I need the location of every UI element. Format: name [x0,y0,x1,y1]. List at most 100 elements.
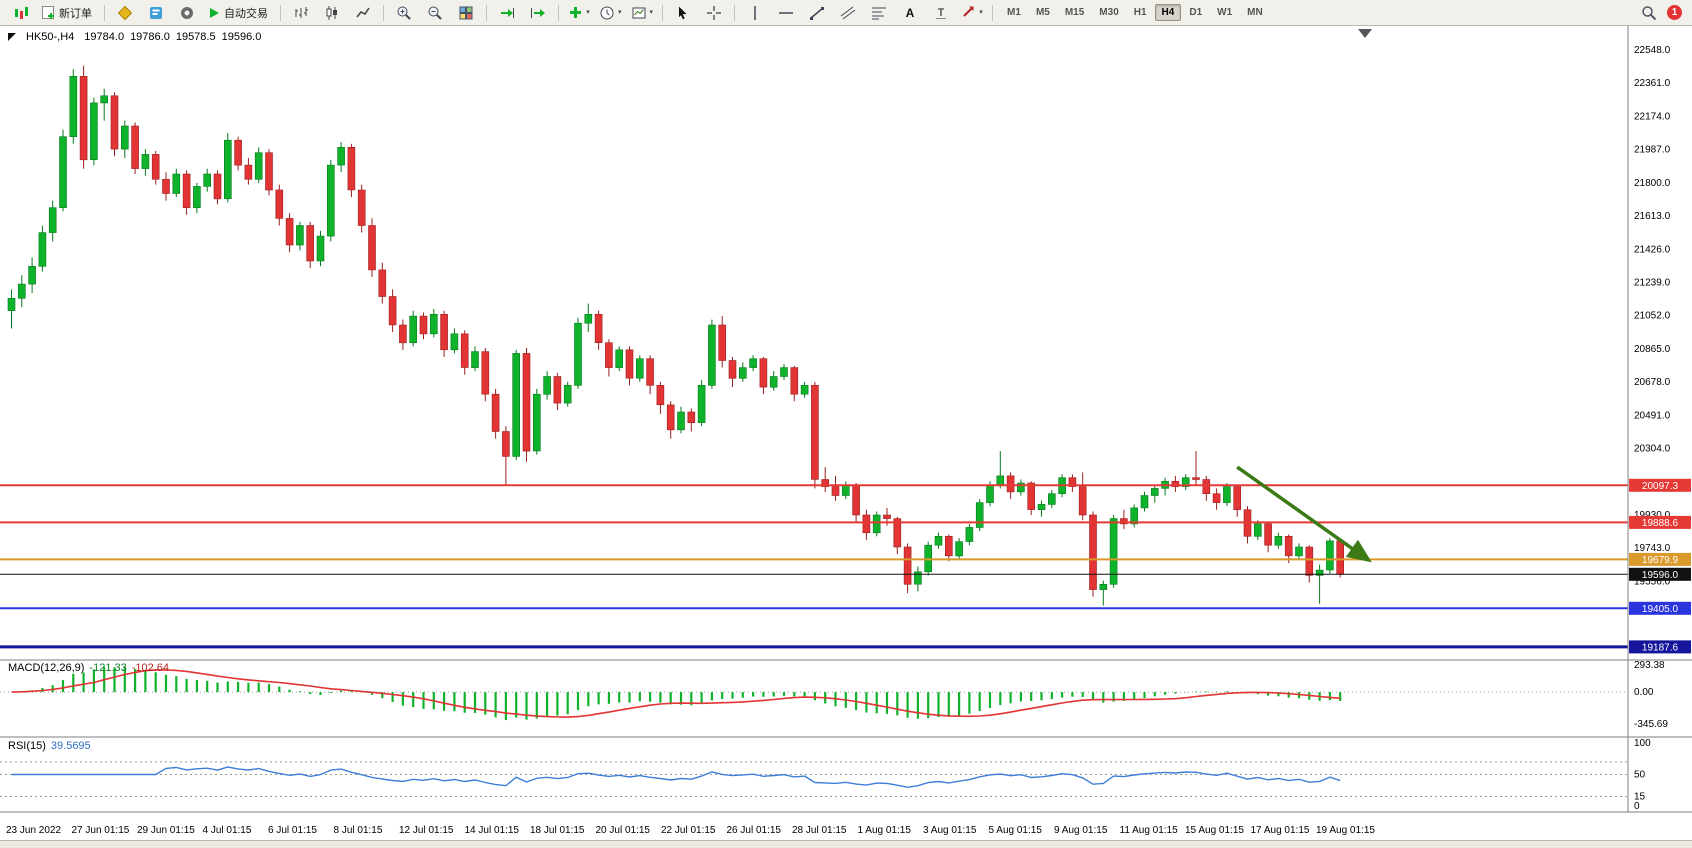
toolbar-separator [734,4,736,21]
new-order-button[interactable]: 新订单 [37,2,99,24]
toolbar-separator [280,4,281,21]
cursor-button[interactable] [668,2,698,24]
svg-text:19405.0: 19405.0 [1642,604,1679,615]
macd-panel: 293.38 0.00 -345.69 [0,660,1668,730]
chart-title: HK50-,H4 19784.0 19786.0 19578.5 19596.0 [8,31,267,43]
text-icon: A [906,6,915,20]
macd-label: MACD(12,26,9) -121.33 -102.64 [8,662,174,674]
trend-arrow [1236,465,1372,563]
metaeditor-button[interactable] [141,2,171,24]
svg-text:22548.0: 22548.0 [1634,45,1671,56]
auto-trading-button[interactable]: 自动交易 [203,2,275,24]
toolbar-separator [486,4,487,21]
timeframe-m15-button[interactable]: M15 [1064,7,1085,18]
line-chart-icon [356,7,370,17]
new-order-icon [42,6,54,19]
search-button[interactable] [1634,2,1664,24]
toolbar-separator [383,4,384,21]
svg-text:26 Jul 01:15: 26 Jul 01:15 [727,825,782,836]
market-button[interactable] [110,2,140,24]
ohlc-low: 19578.5 [175,31,216,43]
trendline-icon [810,6,825,20]
period-clock-button[interactable]: ▾ [595,2,626,24]
svg-text:19743.0: 19743.0 [1634,543,1671,554]
indicators-button[interactable]: ▾ [564,2,594,24]
svg-text:22174.0: 22174.0 [1634,111,1671,122]
horizontal-line-tool-button[interactable] [771,2,801,24]
chart-shift-button[interactable] [523,2,553,24]
svg-text:19930.0: 19930.0 [1634,510,1671,521]
svg-text:21239.0: 21239.0 [1634,278,1671,289]
macd-main-value: -121.33 [89,662,127,674]
timeframe-m5-button[interactable]: M5 [1035,7,1050,18]
svg-text:5 Aug 01:15: 5 Aug 01:15 [989,825,1043,836]
svg-text:19 Aug 01:15: 19 Aug 01:15 [1316,825,1375,836]
crosshair-button[interactable] [699,2,729,24]
svg-text:15 Aug 01:15: 15 Aug 01:15 [1185,825,1244,836]
search-icon [1642,5,1657,20]
candlestick-chart-button[interactable] [317,2,347,24]
chevron-down-icon: ▾ [979,9,983,16]
svg-text:11 Aug 01:15: 11 Aug 01:15 [1120,825,1179,836]
vertical-line-icon [754,5,756,20]
timeframe-h1-button[interactable]: H1 [1133,7,1147,18]
bar-chart-button[interactable] [286,2,316,24]
zoom-in-button[interactable] [389,2,419,24]
svg-text:18 Jul 01:15: 18 Jul 01:15 [530,825,585,836]
auto-scroll-button[interactable] [492,2,522,24]
ohlc-high: 19786.0 [130,31,170,43]
timeframe-w1-button[interactable]: W1 [1217,7,1233,18]
svg-text:19888.6: 19888.6 [1642,518,1679,529]
charts-button[interactable] [6,2,36,24]
text-tool-button[interactable]: A [895,2,925,24]
price-lines: 20097.3 19888.6 19679.9 19596.0 19405.0 19187… [0,478,1691,654]
rsi-panel: 100 50 150 [0,738,1651,812]
timeframe-m30-button[interactable]: M30 [1099,7,1119,18]
rsi-name: RSI(15) [8,740,46,752]
main-toolbar: 新订单 自动交易 ▾ ▾ [0,0,1692,26]
timeframe-d1-button[interactable]: D1 [1189,7,1203,18]
chart-canvas[interactable]: 22548.0 22361.0 22174.0 21987.0 21800.0 21613… [0,26,1692,847]
svg-text:17 Aug 01:15: 17 Aug 01:15 [1251,825,1310,836]
charts-icon [15,6,28,19]
svg-text:15: 15 [1634,792,1646,803]
svg-text:A: A [906,6,915,20]
svg-text:50: 50 [1634,770,1646,781]
templates-button[interactable]: ▾ [627,2,658,24]
trendline-tool-button[interactable] [802,2,832,24]
tile-windows-button[interactable] [451,2,481,24]
svg-text:4 Jul 01:15: 4 Jul 01:15 [203,825,252,836]
svg-text:27 Jun 01:15: 27 Jun 01:15 [72,825,130,836]
rsi-value: 39.5695 [50,740,91,752]
one-click-trading-icon[interactable] [8,33,16,41]
zoom-out-button[interactable] [420,2,450,24]
macd-signal-value: -102.64 [131,662,170,674]
chart-symbol-period: HK50-,H4 [26,31,75,43]
svg-text:21613.0: 21613.0 [1634,211,1671,222]
channel-tool-button[interactable] [833,2,863,24]
price-axis: 22548.0 22361.0 22174.0 21987.0 21800.0 21613… [1634,45,1671,587]
timeframe-m1-button[interactable]: M1 [1007,7,1021,18]
vertical-line-tool-button[interactable] [740,2,770,24]
notification-badge[interactable]: 1 [1667,5,1682,20]
new-order-label: 新订单 [59,7,92,20]
svg-text:20097.3: 20097.3 [1642,481,1679,492]
ohlc-open: 19784.0 [84,31,125,43]
arrows-tool-button[interactable]: ▾ [957,2,987,24]
toolbar-separator [662,4,664,21]
toolbar-separator [992,4,994,21]
fibonacci-tool-button[interactable] [864,2,894,24]
svg-text:20678.0: 20678.0 [1634,377,1671,388]
horizontal-scrollbar[interactable] [0,840,1692,848]
svg-text:21987.0: 21987.0 [1634,145,1671,156]
timeframe-h4-button[interactable]: H4 [1154,4,1182,21]
market-icon [117,5,133,20]
timeframe-mn-button[interactable]: MN [1247,7,1263,18]
time-axis: 23 Jun 2022 27 Jun 01:15 29 Jun 01:15 4 Jul… [6,825,1375,836]
community-button[interactable] [172,2,202,24]
arrow-shapes-icon [963,6,974,17]
label-tool-button[interactable]: T [926,2,956,24]
rsi-label: RSI(15) 39.5695 [8,740,96,752]
panel-separators [0,26,1692,813]
line-chart-button[interactable] [348,2,378,24]
